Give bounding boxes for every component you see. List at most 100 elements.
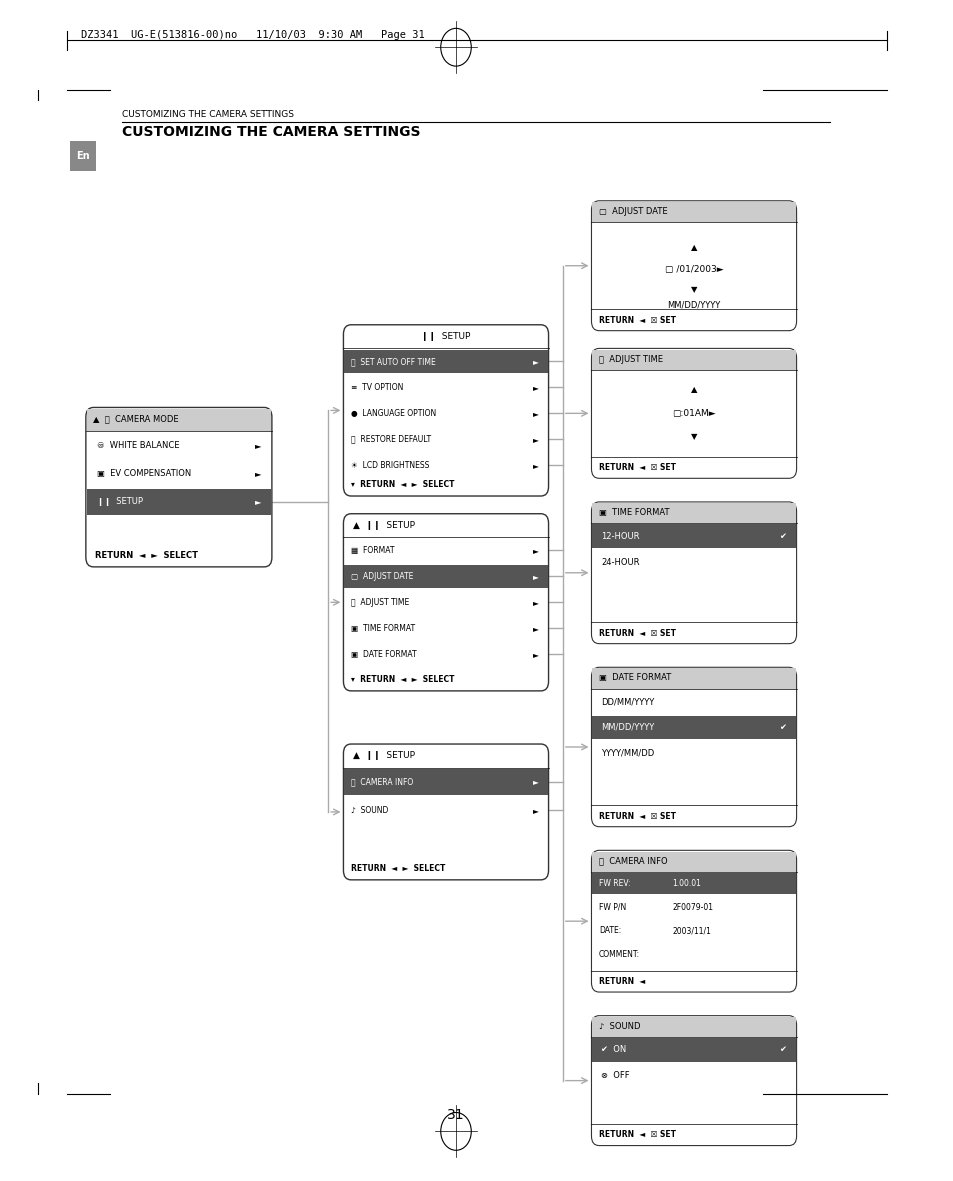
- Text: ⏰  ADJUST TIME: ⏰ ADJUST TIME: [351, 598, 409, 607]
- Text: ▲  ⎙  CAMERA MODE: ▲ ⎙ CAMERA MODE: [93, 415, 179, 424]
- Text: ▲: ▲: [690, 243, 697, 253]
- Text: CUSTOMIZING THE CAMERA SETTINGS: CUSTOMIZING THE CAMERA SETTINGS: [122, 110, 294, 119]
- Text: FW REV:: FW REV:: [598, 879, 630, 888]
- Text: ►: ►: [254, 469, 261, 478]
- FancyBboxPatch shape: [343, 514, 548, 691]
- Text: ▣  EV COMPENSATION: ▣ EV COMPENSATION: [97, 469, 192, 478]
- Bar: [87, 409, 271, 431]
- Text: ►: ►: [533, 546, 538, 555]
- FancyBboxPatch shape: [591, 1016, 796, 1146]
- Text: ⛲  RESTORE DEFAULT: ⛲ RESTORE DEFAULT: [351, 435, 431, 444]
- Text: ▢ /01/2003►: ▢ /01/2003►: [664, 265, 722, 274]
- Text: ⏻  SET AUTO OFF TIME: ⏻ SET AUTO OFF TIME: [351, 357, 436, 366]
- Text: ❙❙  SETUP: ❙❙ SETUP: [97, 497, 143, 507]
- Text: FW P/N: FW P/N: [598, 902, 626, 912]
- Text: ▾  RETURN  ◄  ►  SELECT: ▾ RETURN ◄ ► SELECT: [351, 479, 454, 489]
- Bar: [70, 141, 96, 171]
- Text: ▣  DATE FORMAT: ▣ DATE FORMAT: [351, 650, 416, 659]
- Text: ►: ►: [254, 497, 261, 507]
- Text: ♾  WHITE BALANCE: ♾ WHITE BALANCE: [97, 441, 179, 450]
- Text: ►: ►: [533, 409, 538, 418]
- Bar: [344, 565, 547, 588]
- Text: ⓘ  CAMERA INFO: ⓘ CAMERA INFO: [598, 856, 667, 866]
- Text: RETURN  ◄  ☒ SET: RETURN ◄ ☒ SET: [598, 811, 676, 821]
- Text: 12-HOUR: 12-HOUR: [600, 531, 639, 541]
- Text: ♪  SOUND: ♪ SOUND: [598, 1022, 640, 1031]
- Text: ✔  ON: ✔ ON: [600, 1045, 625, 1055]
- Text: ●  LANGUAGE OPTION: ● LANGUAGE OPTION: [351, 409, 436, 418]
- Text: RETURN  ◄  ☒ SET: RETURN ◄ ☒ SET: [598, 315, 676, 325]
- Text: RETURN  ◄  ☒ SET: RETURN ◄ ☒ SET: [598, 628, 676, 638]
- Text: 2F0079-01: 2F0079-01: [672, 902, 713, 912]
- Bar: [344, 769, 547, 795]
- Text: ►: ►: [533, 461, 538, 470]
- Text: ►: ►: [533, 383, 538, 392]
- Text: ►: ►: [533, 805, 538, 815]
- Text: 31: 31: [447, 1108, 464, 1122]
- Bar: [592, 1017, 795, 1037]
- Text: ►: ►: [533, 777, 538, 787]
- Text: ❙❙  SETUP: ❙❙ SETUP: [421, 332, 470, 341]
- Text: 1.00.01: 1.00.01: [672, 879, 700, 888]
- Text: 24-HOUR: 24-HOUR: [600, 557, 639, 567]
- Text: ✔: ✔: [779, 723, 785, 732]
- Text: DD/MM/YYYY: DD/MM/YYYY: [600, 697, 654, 706]
- Text: RETURN  ◄  ►  SELECT: RETURN ◄ ► SELECT: [351, 863, 445, 873]
- Bar: [592, 524, 795, 548]
- Text: ⊗  OFF: ⊗ OFF: [600, 1071, 629, 1081]
- Bar: [592, 872, 795, 894]
- Text: RETURN  ◄  ☒ SET: RETURN ◄ ☒ SET: [598, 463, 676, 472]
- Text: ☀  LCD BRIGHTNESS: ☀ LCD BRIGHTNESS: [351, 461, 429, 470]
- Bar: [592, 1038, 795, 1062]
- Text: YYYY/MM/DD: YYYY/MM/DD: [600, 749, 654, 758]
- Text: ►: ►: [533, 598, 538, 607]
- Text: ►: ►: [533, 572, 538, 581]
- Text: RETURN  ◄  ►  SELECT: RETURN ◄ ► SELECT: [95, 550, 198, 560]
- Text: En: En: [76, 151, 90, 161]
- FancyBboxPatch shape: [591, 348, 796, 478]
- Text: ▲  ❙❙  SETUP: ▲ ❙❙ SETUP: [353, 751, 415, 761]
- Text: MM/DD/YYYY: MM/DD/YYYY: [600, 723, 654, 732]
- Text: ▦  FORMAT: ▦ FORMAT: [351, 546, 395, 555]
- Text: ⓘ  CAMERA INFO: ⓘ CAMERA INFO: [351, 777, 413, 787]
- Text: ♪  SOUND: ♪ SOUND: [351, 805, 388, 815]
- FancyBboxPatch shape: [343, 744, 548, 880]
- FancyBboxPatch shape: [591, 201, 796, 331]
- Bar: [87, 489, 271, 515]
- FancyBboxPatch shape: [591, 667, 796, 827]
- Text: ►: ►: [533, 357, 538, 366]
- Text: DZ3341  UG-E(513816-00)no   11/10/03  9:30 AM   Page 31: DZ3341 UG-E(513816-00)no 11/10/03 9:30 A…: [81, 31, 424, 40]
- Bar: [592, 852, 795, 872]
- FancyBboxPatch shape: [591, 502, 796, 644]
- Text: CUSTOMIZING THE CAMERA SETTINGS: CUSTOMIZING THE CAMERA SETTINGS: [122, 125, 420, 139]
- Text: ▣  TIME FORMAT: ▣ TIME FORMAT: [351, 624, 415, 633]
- Text: ►: ►: [533, 624, 538, 633]
- Text: ▲  ❙❙  SETUP: ▲ ❙❙ SETUP: [353, 521, 415, 530]
- Bar: [592, 716, 795, 739]
- Text: ✔: ✔: [779, 531, 785, 541]
- Text: ✔: ✔: [779, 1045, 785, 1055]
- Bar: [592, 350, 795, 370]
- Text: ▲: ▲: [690, 385, 697, 394]
- FancyBboxPatch shape: [86, 407, 272, 567]
- Text: RETURN  ◄  ☒ SET: RETURN ◄ ☒ SET: [598, 1130, 676, 1140]
- Text: 2003/11/1: 2003/11/1: [672, 926, 711, 935]
- Text: ►: ►: [254, 441, 261, 450]
- Text: ►: ►: [533, 650, 538, 659]
- Bar: [592, 503, 795, 523]
- Text: ▣  DATE FORMAT: ▣ DATE FORMAT: [598, 673, 671, 683]
- Text: ▼: ▼: [690, 432, 697, 442]
- Text: ≡  TV OPTION: ≡ TV OPTION: [351, 383, 403, 392]
- Text: RETURN  ◄: RETURN ◄: [598, 977, 644, 986]
- Text: ▼: ▼: [690, 285, 697, 294]
- Text: DATE:: DATE:: [598, 926, 620, 935]
- Bar: [344, 350, 547, 373]
- Text: ▢:01AM►: ▢:01AM►: [672, 409, 715, 418]
- FancyBboxPatch shape: [591, 850, 796, 992]
- FancyBboxPatch shape: [343, 325, 548, 496]
- Text: MM/DD/YYYY: MM/DD/YYYY: [667, 300, 720, 309]
- Text: COMMENT:: COMMENT:: [598, 950, 639, 959]
- Text: ►: ►: [533, 435, 538, 444]
- Bar: [592, 668, 795, 689]
- Text: ▢  ADJUST DATE: ▢ ADJUST DATE: [351, 572, 413, 581]
